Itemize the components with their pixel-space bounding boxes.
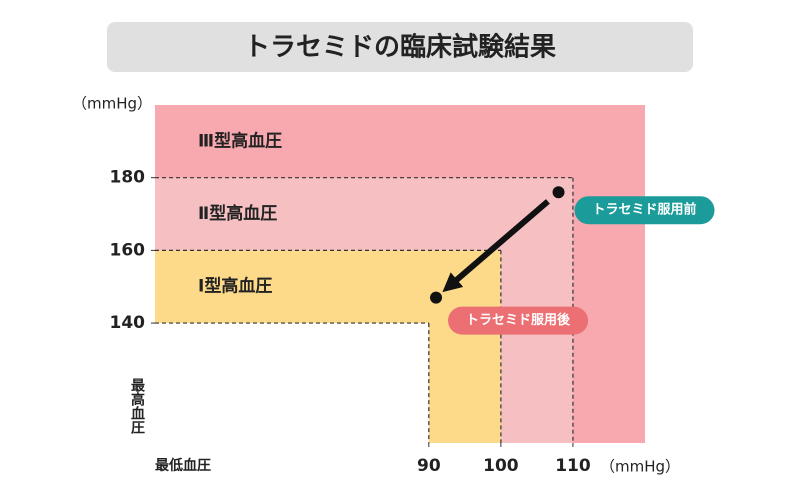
legend-label: トラセミド服用前 [593, 202, 697, 218]
zone-label: Ⅲ型高血圧 [198, 130, 282, 151]
y-label: 最高血圧 [129, 377, 145, 435]
chart-title: トラセミドの臨床試験結果 [244, 32, 556, 63]
y-tick-label: 180 [110, 168, 146, 188]
zone-label: Ⅱ型高血圧 [198, 203, 277, 224]
y-tick-label: 160 [110, 240, 146, 260]
x-label: 最低血圧 [155, 457, 211, 474]
legend-label: トラセミド服用後 [466, 312, 571, 328]
x-tick-label: 110 [555, 456, 591, 476]
y-unit: （mmHg） [72, 95, 152, 113]
normal-zone [155, 323, 429, 443]
point [552, 186, 565, 199]
legend-pill [574, 196, 715, 225]
point [430, 291, 443, 304]
zone-label: Ⅰ型高血圧 [198, 276, 272, 297]
x-tick-label: 100 [483, 456, 519, 476]
arrow [442, 199, 550, 293]
title-box [107, 22, 693, 72]
legend-pill [448, 306, 589, 335]
x-tick-label: 90 [417, 456, 441, 476]
x-unit: （mmHg） [600, 458, 680, 476]
y-tick-label: 140 [110, 313, 146, 333]
